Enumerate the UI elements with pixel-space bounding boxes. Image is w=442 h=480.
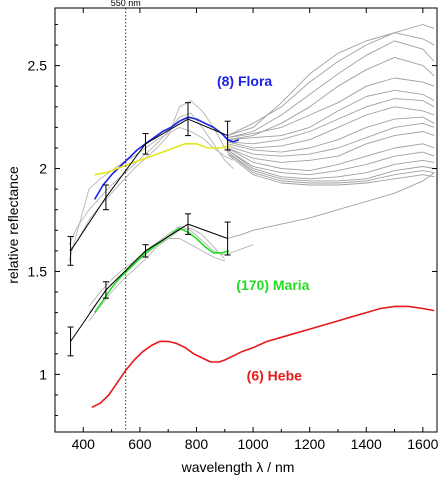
series-line-13 [227,106,435,149]
series-line-6 [227,24,435,137]
series-line-0 [93,116,240,200]
series-line-18 [227,149,435,176]
series-line-17 [227,143,435,172]
annotation-maria: (170) Maria [236,277,309,293]
series-line-3 [91,305,435,409]
y-tick-label: 1 [39,366,47,382]
series-line-26 [68,126,234,262]
series-line-7 [227,32,435,137]
annotation-flora: (8) Flora [217,73,272,89]
axis-ticks: 400 600 800 1000 1200 1400 1600 1 1.5 2 2.5 [28,8,439,452]
series-line-19 [227,149,435,180]
series-line-15 [227,122,435,157]
series-line-1 [94,143,231,176]
x-tick-label: 1200 [294,436,325,452]
x-tick-label: 1600 [407,436,438,452]
x-tick-label: 1000 [237,436,268,452]
y-tick-label: 2 [39,161,47,177]
series-line-27 [88,227,226,322]
series-layer [67,24,435,409]
series-line-23 [227,172,435,239]
x-tick-label: 800 [185,436,209,452]
x-axis-title: wavelength λ / nm [181,459,295,475]
series-line-28 [88,238,225,313]
series-line-10 [227,77,435,139]
x-tick-label: 400 [72,436,96,452]
y-tick-label: 2.5 [28,58,48,74]
series-line-14 [227,116,435,153]
x-tick-label: 1400 [351,436,382,452]
annotation-hebe: (6) Hebe [247,368,302,384]
y-tick-label: 1.5 [28,263,48,279]
series-line-12 [227,98,435,145]
series-line-9 [227,56,435,141]
series-line-25 [68,100,234,252]
series-line-21 [227,151,435,184]
series-line-22 [227,153,435,186]
plot-frame [54,7,438,433]
series-line-8 [227,40,435,139]
x-tick-label: 600 [128,436,152,452]
reference-layer: 550 nm [111,0,141,432]
series-line-20 [227,151,435,182]
series-line-11 [227,89,435,141]
annotations: (8) Flora (170) Maria (6) Hebe [217,73,310,383]
series-line-24 [68,112,234,245]
y-axis-title: relative reflectance [5,166,21,284]
reference-line-label: 550 nm [111,0,141,8]
series-line-5 [70,223,228,342]
series-line-16 [227,131,435,163]
